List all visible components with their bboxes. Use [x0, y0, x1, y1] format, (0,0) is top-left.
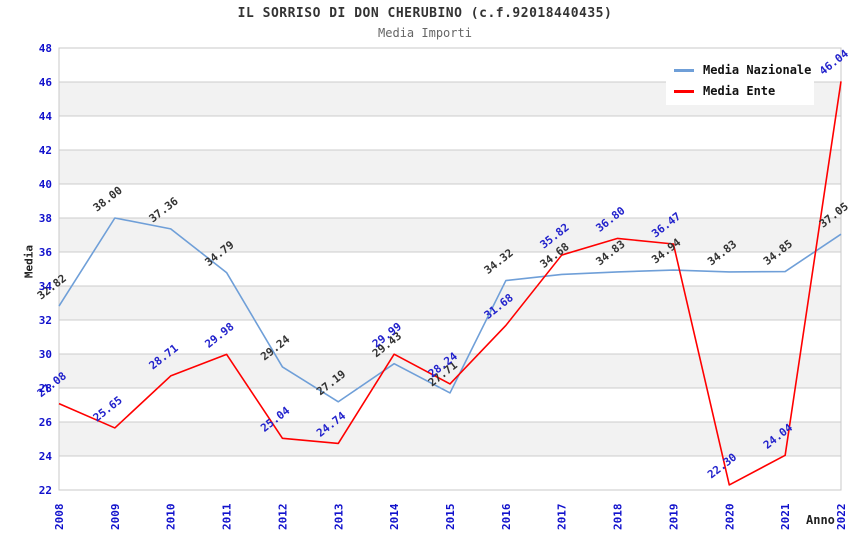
svg-text:24: 24 — [39, 450, 53, 463]
svg-text:32: 32 — [39, 314, 52, 327]
page-subtitle: Media Importi — [378, 26, 472, 40]
legend-item-media-nazionale: Media Nazionale — [674, 63, 811, 77]
svg-text:2021: 2021 — [779, 503, 792, 530]
svg-text:2009: 2009 — [109, 504, 122, 531]
svg-text:28: 28 — [39, 382, 52, 395]
svg-text:26: 26 — [39, 416, 53, 429]
y-axis-title: Media — [22, 244, 36, 279]
svg-text:2015: 2015 — [444, 504, 457, 531]
legend-label: Media Ente — [703, 84, 776, 98]
svg-text:30: 30 — [39, 348, 52, 361]
svg-text:38: 38 — [39, 212, 52, 225]
svg-text:2022: 2022 — [835, 504, 848, 531]
svg-text:46: 46 — [39, 76, 53, 89]
svg-text:2020: 2020 — [723, 504, 736, 531]
svg-text:42: 42 — [39, 144, 52, 157]
x-axis-title: Anno — [806, 513, 835, 527]
svg-text:40: 40 — [39, 178, 52, 191]
svg-text:2019: 2019 — [667, 504, 680, 531]
page-title: IL SORRISO DI DON CHERUBINO (c.f.9201844… — [237, 6, 613, 21]
svg-text:44: 44 — [39, 110, 53, 123]
legend: Media Nazionale Media Ente — [666, 56, 814, 105]
svg-text:2018: 2018 — [612, 504, 625, 531]
media-ente-line-swatch — [674, 89, 694, 93]
svg-text:36: 36 — [39, 246, 53, 259]
svg-text:2014: 2014 — [388, 503, 401, 530]
svg-text:2016: 2016 — [500, 503, 513, 530]
svg-text:2017: 2017 — [556, 504, 569, 531]
media-nazionale-line-swatch — [674, 68, 694, 72]
svg-text:48: 48 — [39, 42, 52, 55]
svg-text:2008: 2008 — [53, 504, 66, 531]
svg-text:34: 34 — [39, 280, 53, 293]
svg-text:2011: 2011 — [221, 503, 234, 530]
svg-text:2013: 2013 — [332, 504, 345, 531]
svg-text:2012: 2012 — [276, 504, 289, 531]
svg-text:22: 22 — [39, 484, 52, 497]
svg-text:2010: 2010 — [165, 504, 178, 531]
legend-label: Media Nazionale — [703, 63, 812, 77]
legend-item-media-ente: Media Ente — [674, 84, 806, 98]
